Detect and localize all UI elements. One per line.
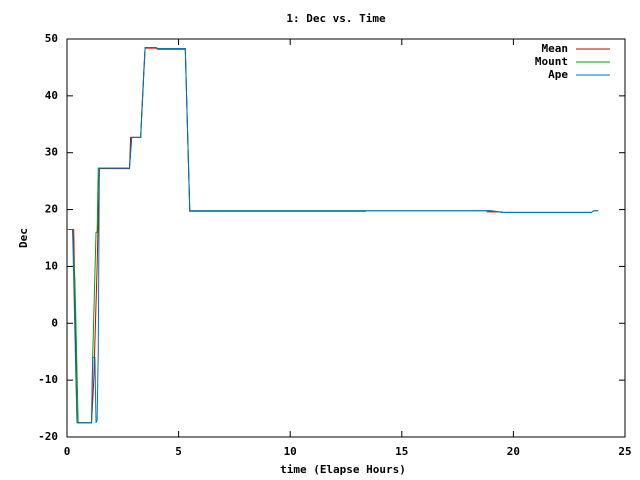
legend-label: Ape [548,68,568,81]
y-tick-label: 10 [45,259,58,272]
legend-label: Mean [542,42,569,55]
series-line [67,47,503,424]
x-tick-label: 15 [395,445,408,458]
series-line [67,47,599,424]
x-tick-label: 5 [175,445,182,458]
x-tick-label: 10 [284,445,297,458]
x-tick-label: 0 [64,445,71,458]
chart-title: 1: Dec vs. Time [286,12,386,25]
y-tick-label: -10 [38,373,58,386]
x-tick-label: 20 [507,445,520,458]
plot-border [66,38,626,438]
y-tick-label: 30 [45,146,58,159]
y-axis-label: Dec [17,228,30,248]
x-tick-label: 25 [618,445,631,458]
x-axis-label: time (Elapse Hours) [280,463,406,476]
y-tick-label: 0 [51,316,58,329]
y-tick-label: -20 [38,430,58,443]
y-tick-label: 50 [45,32,58,45]
y-tick-label: 20 [45,203,58,216]
series-line [67,47,599,424]
y-tick-label: 40 [45,89,58,102]
legend-label: Mount [535,55,568,68]
